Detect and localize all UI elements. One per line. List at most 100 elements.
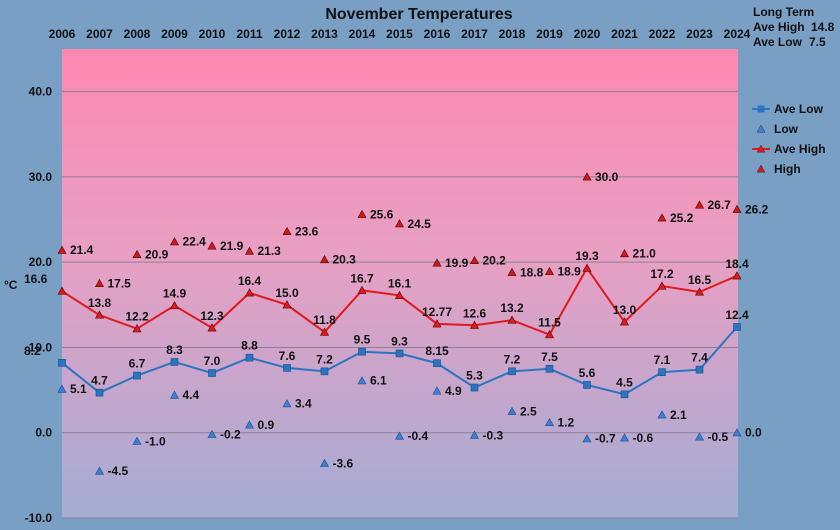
data-label-ave-low: 8.8 <box>241 339 258 353</box>
x-tick-label: 2020 <box>574 27 601 41</box>
data-label-ave-low: 7.2 <box>504 352 521 366</box>
data-label-ave-low: 5.3 <box>466 369 483 383</box>
data-point-ave-low <box>208 369 216 377</box>
data-label-ave-low: 4.7 <box>91 374 108 388</box>
data-label-ave-low: 9.5 <box>354 333 371 347</box>
data-label-ave-low: 9.3 <box>391 334 408 348</box>
x-tick-label: 2015 <box>386 27 413 41</box>
x-tick-label: 2012 <box>274 27 301 41</box>
data-point-low <box>732 428 742 437</box>
data-label-high: 21.0 <box>633 247 657 261</box>
data-point-ave-high <box>169 301 180 310</box>
series-ave-low: 8.2 4.7 6.7 8.3 7.0 8.8 7.6 7.2 9.5 9.3 8.15 5.3 7.2… <box>24 308 749 399</box>
data-point-high <box>169 237 180 246</box>
data-point-ave-low <box>395 349 404 358</box>
data-point-high <box>132 249 142 259</box>
data-label-ave-high: 13.2 <box>500 301 524 315</box>
data-label-ave-high: 15.0 <box>275 286 299 300</box>
data-label-ave-low: 7.1 <box>654 353 671 367</box>
data-label-low: -0.6 <box>633 431 654 445</box>
legend-label-ave-low: Ave Low <box>774 102 824 116</box>
data-label-high: 26.2 <box>745 202 769 216</box>
data-point-ave-high <box>282 300 292 309</box>
data-label-low: 0.9 <box>258 418 275 432</box>
data-point-high <box>657 213 667 222</box>
long-term-ave-low-label: Ave Low <box>753 35 803 49</box>
data-label-low: -0.2 <box>220 427 241 441</box>
data-point-low <box>282 399 292 408</box>
data-label-ave-high: 17.2 <box>650 267 674 281</box>
data-label-low: 0.0 <box>745 426 762 440</box>
x-tick-label: 2021 <box>611 27 638 41</box>
data-label-high: 25.6 <box>370 207 394 221</box>
long-term-ave-high-value: 14.8 <box>811 20 835 34</box>
data-point-ave-high <box>732 271 742 280</box>
data-label-ave-high: 12.3 <box>200 309 224 323</box>
data-label-low: 4.4 <box>183 388 200 402</box>
data-point-ave-high <box>319 327 330 336</box>
data-label-high: 21.4 <box>70 243 94 257</box>
data-label-ave-low: 5.6 <box>579 366 596 380</box>
data-label-ave-high: 16.5 <box>688 273 712 287</box>
data-point-ave-low <box>733 323 741 331</box>
data-point-ave-high <box>469 320 480 329</box>
data-label-ave-high: 16.1 <box>388 276 412 290</box>
data-label-ave-low: 4.5 <box>616 375 633 389</box>
data-point-ave-low <box>583 381 591 389</box>
data-point-high <box>507 267 517 276</box>
x-tick-label: 2018 <box>499 27 526 41</box>
legend: Ave Low Low Ave High High <box>752 102 826 176</box>
data-point-low <box>657 410 667 419</box>
x-tick-label: 2017 <box>461 27 488 41</box>
data-label-ave-high: 16.6 <box>24 272 48 286</box>
data-point-ave-high <box>694 287 705 296</box>
data-label-low: -0.5 <box>708 430 729 444</box>
data-label-high: 24.5 <box>408 217 432 231</box>
series-low: 5.1 -4.5 -1.0 4.4 -0.2 0.9 3.4 -3.6 6.1 -0.4 4.9 -0… <box>57 374 762 478</box>
data-point-ave-low <box>245 353 254 362</box>
data-point-ave-high <box>657 281 667 290</box>
data-label-low: -3.6 <box>333 456 354 470</box>
x-tick-label: 2007 <box>86 27 113 41</box>
data-point-low <box>432 386 442 395</box>
data-label-high: 21.9 <box>220 239 244 253</box>
data-point-ave-high <box>132 324 142 333</box>
data-label-ave-low: 8.3 <box>166 343 183 357</box>
data-point-ave-low <box>320 367 329 376</box>
data-label-ave-high: 14.9 <box>163 287 187 301</box>
series-ave-high: 16.6 13.8 12.2 14.9 12.3 16.4 15.0 11.8 16.7 16.1… <box>24 249 749 339</box>
data-point-high <box>544 266 555 276</box>
x-axis: 2006 2007 2008 2009 2010 2011 2012 2013 2014 2015… <box>49 27 751 41</box>
data-point-high <box>244 246 255 255</box>
legend-label-low: Low <box>774 122 799 136</box>
data-label-high: 25.2 <box>670 211 694 225</box>
data-point-high <box>619 249 630 258</box>
data-point-high <box>582 172 592 181</box>
data-point-low <box>357 376 367 385</box>
data-label-ave-low: 7.6 <box>279 349 296 363</box>
chart-title: November Temperatures <box>325 6 512 23</box>
data-point-ave-low <box>545 364 554 373</box>
data-label-high: 26.7 <box>708 198 732 212</box>
data-label-ave-high: 11.8 <box>313 313 336 327</box>
data-point-ave-low <box>470 383 479 392</box>
data-point-high <box>207 241 217 250</box>
data-point-ave-low <box>620 390 629 399</box>
data-point-ave-high <box>394 290 405 299</box>
data-label-ave-high: 12.6 <box>463 306 487 320</box>
data-point-low <box>244 420 255 429</box>
data-label-high: 30.0 <box>595 170 619 184</box>
data-label-high: 17.5 <box>108 277 132 291</box>
data-label-ave-high: 11.5 <box>538 316 561 330</box>
long-term-ave-high-label: Ave High <box>753 20 805 34</box>
data-label-ave-high: 13.0 <box>613 303 637 317</box>
data-label-high: 21.3 <box>258 244 282 258</box>
x-tick-label: 2010 <box>199 27 226 41</box>
data-label-low: 3.4 <box>295 397 312 411</box>
data-point-low <box>207 429 217 438</box>
data-label-ave-low: 6.7 <box>129 357 146 371</box>
y-tick-label: -10.0 <box>25 511 53 525</box>
data-label-ave-high: 13.8 <box>88 296 112 310</box>
data-label-high: 19.9 <box>445 256 469 270</box>
x-tick-label: 2006 <box>49 27 76 41</box>
